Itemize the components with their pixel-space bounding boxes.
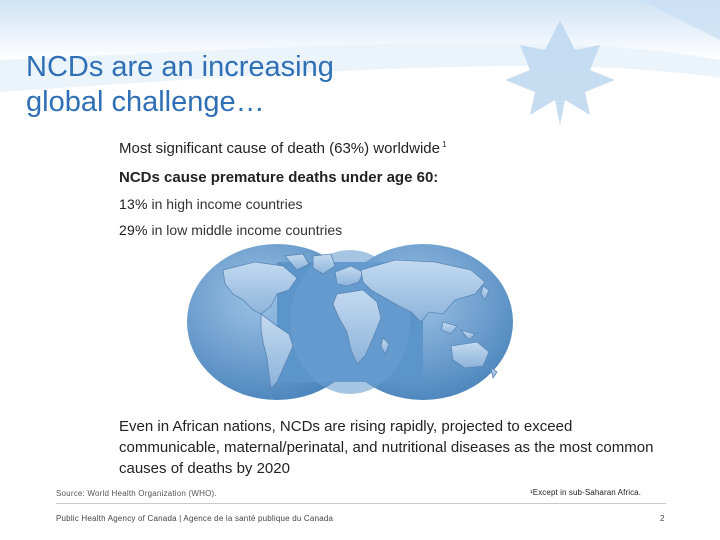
africa-ncd-paragraph: Even in African nations, NCDs are rising…	[119, 418, 654, 477]
low-middle-income-percent: 29%	[119, 222, 148, 238]
title-line-1: NCDs are an increasing	[26, 51, 334, 83]
bullet-leading-cause-text: Most significant cause of death (63%) wo…	[119, 140, 440, 157]
bullet-leading-cause: Most significant cause of death (63%) wo…	[119, 140, 446, 157]
bullet-premature-deaths: NCDs cause premature deaths under age 60…	[119, 169, 439, 186]
world-map-globe-icon	[187, 244, 513, 400]
slide-title: NCDs are an increasing global challenge…	[26, 50, 446, 120]
bullet-high-income: 13% in high income countries	[119, 196, 303, 212]
page-number: 2	[660, 514, 665, 523]
title-line-2: global challenge…	[26, 86, 265, 118]
high-income-text: in high income countries	[147, 196, 303, 212]
high-income-percent: 13%	[119, 196, 148, 212]
footer-agency-name: Public Health Agency of Canada | Agence …	[56, 514, 334, 523]
footer-divider	[56, 503, 666, 504]
bullet-low-middle-income: 29% in low middle income countries	[119, 222, 342, 238]
footnote-marker: 1	[442, 140, 447, 149]
footnote-text: ¹Except in sub-Saharan Africa.	[530, 488, 642, 497]
source-citation: Source: World Health Organization (WHO).	[56, 489, 217, 498]
low-middle-income-text: in low middle income countries	[147, 222, 343, 238]
header-band	[0, 0, 720, 125]
maple-leaf-icon	[505, 20, 615, 125]
